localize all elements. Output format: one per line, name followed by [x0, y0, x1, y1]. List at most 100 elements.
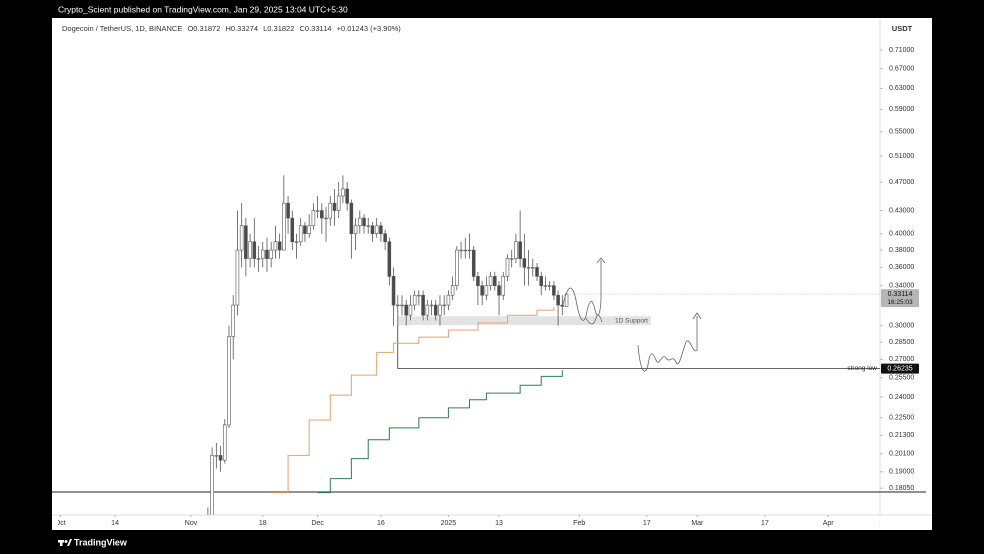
x-tick-label: 13: [495, 520, 503, 527]
publisher: Crypto_Scient published on TradingView.c…: [58, 4, 348, 14]
candle-body: [231, 304, 235, 337]
support-zone: [397, 316, 651, 325]
brand-logo: [58, 539, 72, 546]
candle-body: [358, 217, 362, 227]
candle-body: [467, 249, 472, 252]
y-tick-label: 0.38000: [889, 247, 914, 254]
x-tick-label: 18: [259, 520, 267, 527]
y-tick-label: 0.18050: [889, 485, 914, 492]
candle-body: [298, 225, 303, 243]
candle-body: [450, 285, 455, 296]
y-tick-label: 0.21300: [889, 432, 914, 439]
y-tick-label: 0.51000: [889, 153, 914, 160]
x-tick-label: Mar: [691, 520, 704, 527]
x-tick-label: Apr: [823, 520, 835, 527]
projection-drawings: [562, 257, 702, 372]
candle-body: [543, 285, 548, 287]
candle-body: [349, 202, 354, 234]
candle-body: [526, 267, 531, 269]
candle-body: [518, 241, 522, 259]
chart-panel: [52, 18, 932, 530]
candle-body: [493, 276, 497, 286]
ohlc-open: O0.31872: [187, 24, 220, 33]
candle-body: [391, 276, 396, 306]
candle-body: [320, 210, 324, 219]
candle-body: [421, 294, 425, 316]
candle-body: [383, 233, 387, 243]
candle-body: [210, 455, 214, 515]
candle-body: [256, 258, 261, 260]
candle-body: [265, 249, 269, 259]
candle-body: [476, 276, 480, 286]
candle-body: [522, 258, 527, 268]
currency: USDT: [892, 24, 913, 33]
candle-body: [484, 285, 489, 296]
candle-body: [404, 304, 408, 316]
candle-body: [294, 241, 299, 243]
candle-body: [286, 202, 290, 219]
candle-body: [222, 424, 227, 461]
y-tick-label: 0.55000: [889, 129, 914, 136]
x-tick-label: 14: [111, 520, 119, 527]
candle-body: [303, 225, 307, 234]
candle-body: [438, 304, 442, 316]
y-tick-label: 0.22500: [889, 415, 914, 422]
candle-body: [539, 276, 544, 286]
current-price: 0.33114: [888, 291, 913, 298]
candle-body: [488, 276, 493, 286]
strong-low-label: strong low: [847, 365, 877, 372]
x-tick-label: Feb: [573, 520, 585, 527]
strong-low-badge: [881, 363, 919, 374]
candle-body: [429, 304, 434, 307]
candle-body: [552, 285, 556, 296]
y-tick-label: 0.59000: [889, 106, 914, 113]
candle-body: [379, 225, 383, 234]
candle-body: [260, 249, 265, 259]
projection-path: [637, 316, 698, 372]
time-axis: Oct 14 Nov 18 Dec 16 2025 13 Feb 17 Mar 17 Apr 14: [58, 515, 880, 527]
symbol-title: Dogecoin / TetherUS, 1D, BINANCE: [62, 24, 182, 33]
y-tick-label: 0.19000: [889, 469, 914, 476]
y-tick-label: 0.28500: [889, 339, 914, 346]
candle-body: [345, 188, 349, 204]
candle-body: [412, 294, 417, 306]
indicator-line: [317, 370, 563, 494]
candle-body: [547, 285, 552, 287]
candle-body: [433, 304, 438, 316]
price-axis: 0.71000 0.67000 0.63000 0.59000 0.55000 0.510…: [880, 47, 919, 492]
candle-body: [277, 241, 282, 251]
candle-body: [455, 249, 459, 286]
arrow-head: [596, 257, 606, 264]
candle-body: [336, 195, 341, 211]
candle-body: [395, 304, 400, 307]
candle-body: [235, 249, 240, 306]
candle-body: [362, 217, 366, 227]
candle-body: [459, 249, 463, 252]
y-tick-label: 0.20100: [889, 451, 914, 458]
candle-body: [387, 241, 392, 277]
candle-body: [239, 225, 244, 251]
x-tick-label: Dec: [311, 520, 324, 527]
projection-path: [585, 314, 603, 325]
candle-body: [497, 285, 501, 296]
brand: TradingView: [74, 537, 128, 547]
chart-header: Dogecoin / TetherUS, 1D, BINANCE O0.3187…: [62, 24, 401, 33]
candle-body: [514, 241, 518, 259]
candle-body: [509, 258, 514, 260]
candle-body: [353, 225, 358, 234]
candle-body: [315, 210, 320, 212]
candle-body: [366, 225, 371, 227]
candle-body: [480, 285, 484, 296]
candle-body: [370, 225, 375, 234]
y-tick-label: 0.36000: [889, 264, 914, 271]
logo-shape: [64, 540, 68, 543]
candle-body: [252, 241, 257, 259]
candle-body: [290, 217, 295, 243]
candle-body: [417, 294, 421, 297]
candle-body: [332, 202, 337, 211]
candle-body: [214, 455, 219, 457]
indicator-line: [271, 307, 555, 494]
candle-body: [311, 210, 316, 227]
x-tick-label: 2025: [441, 520, 457, 527]
